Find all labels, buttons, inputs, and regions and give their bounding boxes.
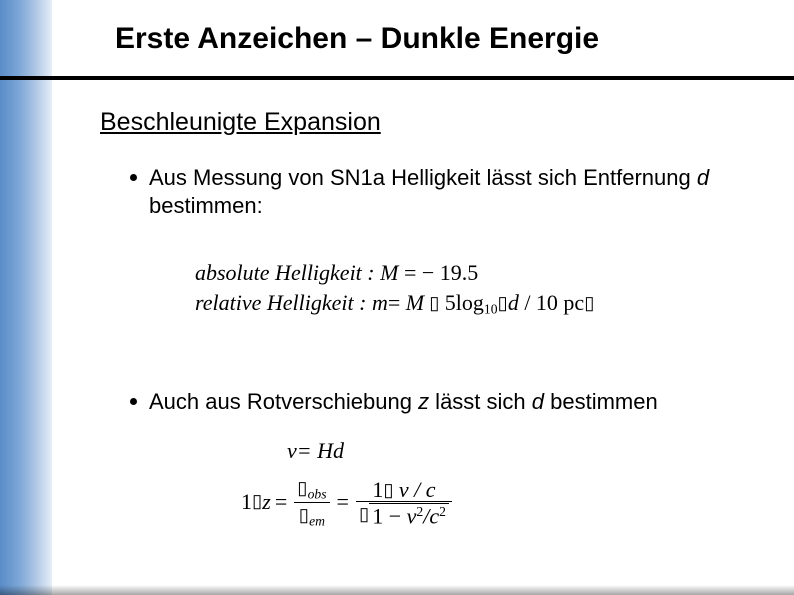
f1-l2-M: M <box>406 290 424 315</box>
f1-l2-label: relative Helligkeit : m <box>195 290 388 315</box>
placeholder-box-icon: ▯ <box>498 292 508 313</box>
bullet-2: Auch aus Rotverschiebung z lässt sich d … <box>130 388 770 416</box>
f2-r1-eqHd: = Hd <box>297 438 344 463</box>
placeholder-box-icon: ▯ <box>252 490 262 512</box>
f1-l1-eq: = − 19.5 <box>398 260 478 285</box>
f2-frac1-den-sub: em <box>309 514 325 529</box>
bullet-2-var-z: z <box>418 389 429 414</box>
f1-l2-eqa: = <box>388 290 406 315</box>
f2-r2-1: 1 <box>241 489 252 515</box>
f2-r2-eq2: = <box>337 489 349 515</box>
placeholder-box-icon: ▯ <box>359 504 369 524</box>
formula1-line1: absolute Helligkeit : M = − 19.5 <box>195 258 595 288</box>
f2-frac-main: 1▯ v / c ▯ 1 − v2/c2 <box>356 478 452 528</box>
title-underline <box>0 76 794 80</box>
bullet-1: Aus Messung von SN1a Helligkeit lässt si… <box>130 164 740 219</box>
f2-frac1-den: ▯em <box>296 503 328 529</box>
f1-l2-after: / 10 pc <box>519 290 584 315</box>
bullet-1-text: Aus Messung von SN1a Helligkeit lässt si… <box>149 164 740 219</box>
f2-r1-v: v <box>287 438 297 463</box>
slide-subtitle: Beschleunigte Expansion <box>100 108 381 137</box>
placeholder-box-icon: ▯ <box>297 477 307 498</box>
f1-l2-d: d <box>508 290 519 315</box>
bullet-2-var-d: d <box>532 389 544 414</box>
f2-frac-lambda: ▯obs ▯em <box>294 476 329 529</box>
sidebar-gradient <box>0 0 52 595</box>
formula-block-1: absolute Helligkeit : M = − 19.5 relativ… <box>195 258 595 319</box>
sqrt: ▯ 1 − v2/c2 <box>359 503 449 528</box>
f1-l2-5log: 5log <box>445 290 484 315</box>
f2-den-1minus: 1 − <box>372 503 406 528</box>
bullet-dot-icon <box>130 174 137 181</box>
f1-l2-sub10: 10 <box>484 301 498 316</box>
f2-frac1-num-sub: obs <box>308 486 327 501</box>
bullet-dot-icon <box>130 398 137 405</box>
f2-r2-eq1: = <box>275 489 287 515</box>
bullet-2-pre: Auch aus Rotverschiebung <box>149 389 418 414</box>
f2-frac2-den: ▯ 1 − v2/c2 <box>356 502 452 527</box>
f2-num-vc: v / c <box>399 477 436 502</box>
formula2-line1: v= Hd <box>287 438 344 464</box>
bullet-1-post: bestimmen: <box>149 193 263 218</box>
f2-den-sup2b: 2 <box>439 504 446 519</box>
bullet-2-text: Auch aus Rotverschiebung z lässt sich d … <box>149 388 658 416</box>
formula2-line2: 1▯z= ▯obs ▯em = 1▯ v / c ▯ 1 − v2/c2 <box>241 476 455 529</box>
placeholder-box-icon: ▯ <box>383 479 398 500</box>
f2-frac1-num: ▯obs <box>294 476 329 502</box>
placeholder-box-icon: ▯ <box>299 504 309 525</box>
f2-den-v: v <box>407 503 417 528</box>
bottom-shadow <box>0 585 794 595</box>
bullet-2-post: bestimmen <box>544 389 658 414</box>
placeholder-box-icon: ▯ <box>584 292 594 313</box>
f2-r2-z: z <box>262 489 271 515</box>
sqrt-body: 1 − v2/c2 <box>369 503 449 528</box>
formula1-line2: relative Helligkeit : m= M ▯ 5log10▯d / … <box>195 288 595 319</box>
slide: Erste Anzeichen – Dunkle Energie Beschle… <box>0 0 794 595</box>
slide-title: Erste Anzeichen – Dunkle Energie <box>115 22 599 56</box>
bullet-2-mid: lässt sich <box>429 389 532 414</box>
bullet-1-pre: Aus Messung von SN1a Helligkeit lässt si… <box>149 165 697 190</box>
f2-num-1: 1 <box>372 477 383 502</box>
f2-frac2-num: 1▯ v / c <box>369 478 438 501</box>
placeholder-box-icon: ▯ <box>424 292 445 313</box>
f1-l1-label: absolute Helligkeit : M <box>195 260 398 285</box>
bullet-1-var-d: d <box>697 165 709 190</box>
f2-den-c: c <box>429 503 439 528</box>
